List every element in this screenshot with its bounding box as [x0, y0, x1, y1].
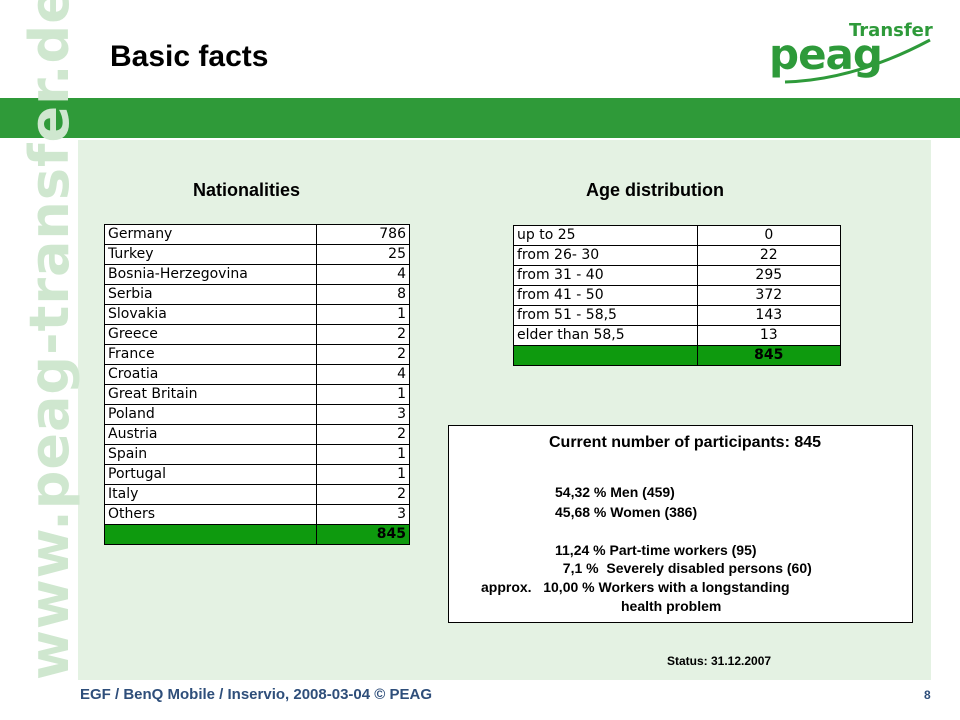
nationality-label-cell: Austria: [103, 424, 318, 445]
table-row: Turkey 25: [103, 244, 410, 265]
table-row: Portugal 1: [103, 464, 410, 485]
nationality-value-cell: 1: [316, 384, 410, 405]
table-row: Bosnia-Herzegovina 4: [103, 264, 410, 285]
nationality-label-cell: Great Britain: [103, 384, 318, 405]
total-row: 845: [513, 345, 842, 366]
nationality-total-label-cell: [103, 524, 318, 545]
logo-transfer-text: Transfer: [849, 20, 933, 41]
age-label-cell: from 51 - 58,5: [513, 305, 698, 326]
nationality-value-cell: 1: [316, 464, 410, 485]
table-row: Greece 2: [103, 324, 410, 345]
age-value-cell: 13: [696, 325, 842, 346]
age-label-cell: from 26- 30: [513, 245, 698, 266]
age-distribution-heading: Age distribution: [586, 180, 724, 200]
age-label-cell: from 41 - 50: [513, 285, 698, 306]
nationality-value-cell: 2: [316, 324, 410, 345]
nationality-value-cell: 2: [316, 424, 410, 445]
table-row: from 31 - 40 295: [513, 265, 842, 286]
nationality-label-cell: Germany: [103, 224, 318, 245]
table-row: from 51 - 58,5 143: [513, 305, 842, 326]
logo-peag-text: peag: [769, 30, 883, 79]
page-title: Basic facts: [110, 40, 269, 73]
part-time-line: 11,24 % Part-time workers (95): [555, 542, 757, 558]
nationalities-heading: Nationalities: [193, 180, 301, 200]
nationality-label-cell: Spain: [103, 444, 318, 465]
age-value-cell: 22: [696, 245, 842, 266]
watermark-url: www.peag-transfer.de: [18, 0, 81, 680]
nationalities-table: Germany 786 Turkey 25 Bosnia-Herzegovina 4 Ser…: [103, 224, 410, 545]
nationality-label-cell: Bosnia-Herzegovina: [103, 264, 318, 285]
nationality-value-cell: 786: [316, 224, 410, 245]
men-line: 54,32 % Men (459): [555, 484, 675, 500]
nationality-label-cell: Serbia: [103, 284, 318, 305]
table-row: Great Britain 1: [103, 384, 410, 405]
disabled-line: 7,1 % Severely disabled persons (60): [555, 560, 812, 576]
nationality-value-cell: 2: [316, 344, 410, 365]
status-date: Status: 31.12.2007: [667, 654, 772, 668]
age-total-label-cell: [513, 345, 698, 366]
table-row: France 2: [103, 344, 410, 365]
table-row: Others 3: [103, 504, 410, 525]
nationality-value-cell: 3: [316, 504, 410, 525]
table-row: up to 25 0: [513, 225, 842, 246]
nationality-label-cell: Greece: [103, 324, 318, 345]
age-value-cell: 0: [696, 225, 842, 246]
table-row: from 41 - 50 372: [513, 285, 842, 306]
women-line: 45,68 % Women (386): [555, 504, 698, 520]
nationality-label-cell: France: [103, 344, 318, 365]
nationality-label-cell: Croatia: [103, 364, 318, 385]
table-row: Austria 2: [103, 424, 410, 445]
age-label-cell: from 31 - 40: [513, 265, 698, 286]
table-row: from 26- 30 22: [513, 245, 842, 266]
table-row: Italy 2: [103, 484, 410, 505]
age-distribution-table: up to 25 0 from 26- 30 22 from 31 - 40 295 fro…: [513, 225, 842, 366]
nationality-label-cell: Poland: [103, 404, 318, 425]
nationality-value-cell: 25: [316, 244, 410, 265]
table-row: Serbia 8: [103, 284, 410, 305]
age-total-value-cell: 845: [696, 345, 842, 366]
footer-text: EGF / BenQ Mobile / Inservio, 2008-03-04…: [80, 686, 432, 703]
nationality-value-cell: 3: [316, 404, 410, 425]
nationality-value-cell: 4: [316, 264, 410, 285]
age-label-cell: up to 25: [513, 225, 698, 246]
table-row: Spain 1: [103, 444, 410, 465]
page-number: 8: [924, 688, 931, 702]
table-row: Croatia 4: [103, 364, 410, 385]
peag-transfer-logo: Transfer peag: [765, 12, 940, 92]
table-row: Slovakia 1: [103, 304, 410, 325]
nationality-label-cell: Turkey: [103, 244, 318, 265]
nationality-total-value-cell: 845: [316, 524, 410, 545]
age-value-cell: 295: [696, 265, 842, 286]
table-row: elder than 58,5 13: [513, 325, 842, 346]
nationality-value-cell: 1: [316, 444, 410, 465]
nationality-value-cell: 2: [316, 484, 410, 505]
participants-box: Current number of participants: 845 54,3…: [448, 425, 913, 623]
age-label-cell: elder than 58,5: [513, 325, 698, 346]
nationality-label-cell: Others: [103, 504, 318, 525]
nationality-label-cell: Italy: [103, 484, 318, 505]
table-row: Germany 786: [103, 224, 410, 245]
health-problem-line: health problem: [621, 598, 722, 614]
nationality-value-cell: 8: [316, 284, 410, 305]
participants-heading: Current number of participants: 845: [549, 434, 822, 451]
nationality-label-cell: Portugal: [103, 464, 318, 485]
nationality-value-cell: 1: [316, 304, 410, 325]
header-band: [0, 98, 960, 138]
table-row: Poland 3: [103, 404, 410, 425]
age-value-cell: 143: [696, 305, 842, 326]
nationality-value-cell: 4: [316, 364, 410, 385]
age-value-cell: 372: [696, 285, 842, 306]
longstanding-line: approx. 10,00 % Workers with a longstand…: [481, 579, 790, 595]
nationality-label-cell: Slovakia: [103, 304, 318, 325]
logo-swoosh-icon: [784, 38, 931, 84]
total-row: 845: [103, 524, 410, 545]
